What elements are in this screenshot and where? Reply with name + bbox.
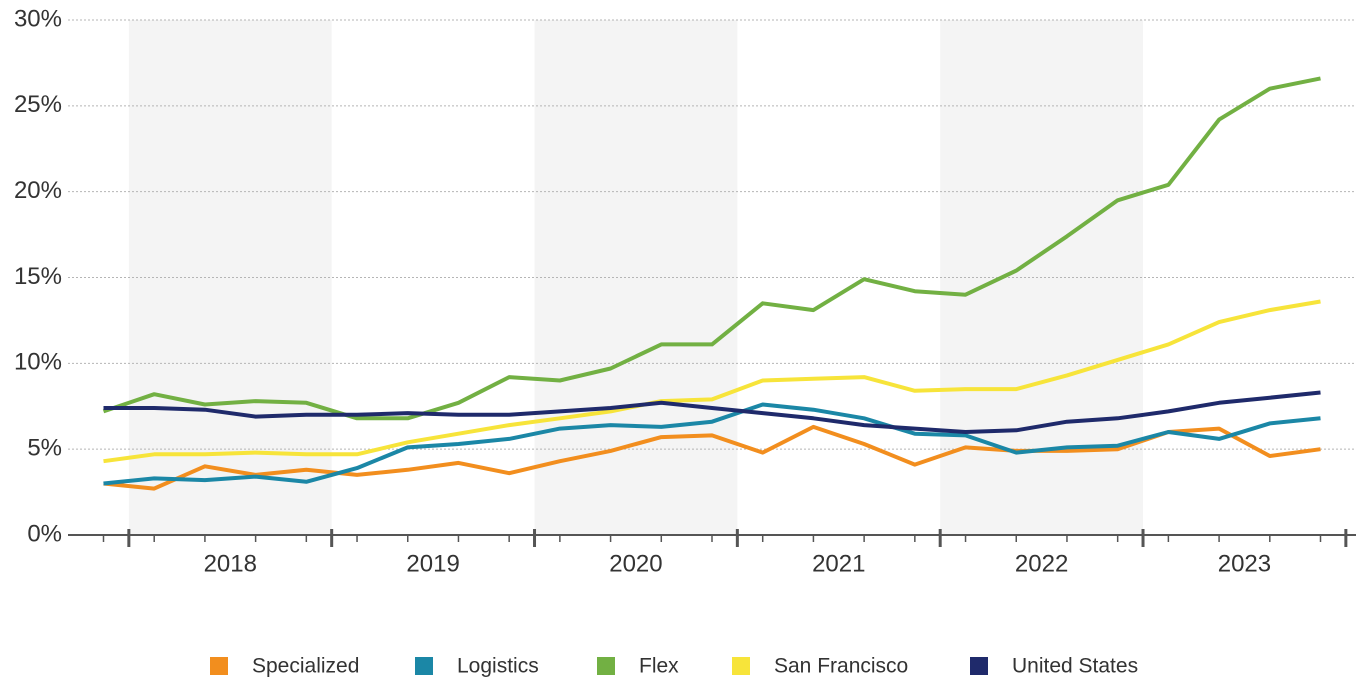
series-line (103, 390, 1321, 434)
series-line (103, 299, 1321, 464)
legend-swatch (970, 657, 988, 675)
series-line (103, 424, 1321, 491)
x-tick-label: 2022 (1015, 550, 1068, 577)
legend-swatch (732, 657, 750, 675)
legend-label: Specialized (252, 655, 359, 678)
y-tick-label: 0% (27, 520, 62, 547)
x-tick-label: 2019 (406, 550, 459, 577)
legend-swatch (415, 657, 433, 675)
legend-item: San Francisco (732, 655, 908, 678)
legend-swatch (597, 657, 615, 675)
y-tick-label: 10% (14, 349, 62, 376)
y-tick-label: 5% (27, 435, 62, 462)
legend-item: United States (970, 655, 1138, 678)
legend-label: United States (1012, 655, 1138, 678)
legend-item: Flex (597, 655, 679, 678)
x-tick-label: 2020 (609, 550, 662, 577)
y-tick-label: 25% (14, 91, 62, 118)
x-tick-label: 2023 (1218, 550, 1271, 577)
legend-item: Logistics (415, 655, 539, 678)
x-tick-label: 2018 (204, 550, 257, 577)
y-tick-label: 30% (14, 5, 62, 32)
series-line (103, 402, 1321, 486)
legend-label: Flex (639, 655, 679, 678)
legend-label: Logistics (457, 655, 539, 678)
legend-item: Specialized (210, 655, 359, 678)
y-tick-label: 15% (14, 263, 62, 290)
y-tick-label: 20% (14, 177, 62, 204)
x-tick-label: 2021 (812, 550, 865, 577)
legend-swatch (210, 657, 228, 675)
legend-label: San Francisco (774, 655, 908, 678)
series-line (102, 76, 1321, 421)
